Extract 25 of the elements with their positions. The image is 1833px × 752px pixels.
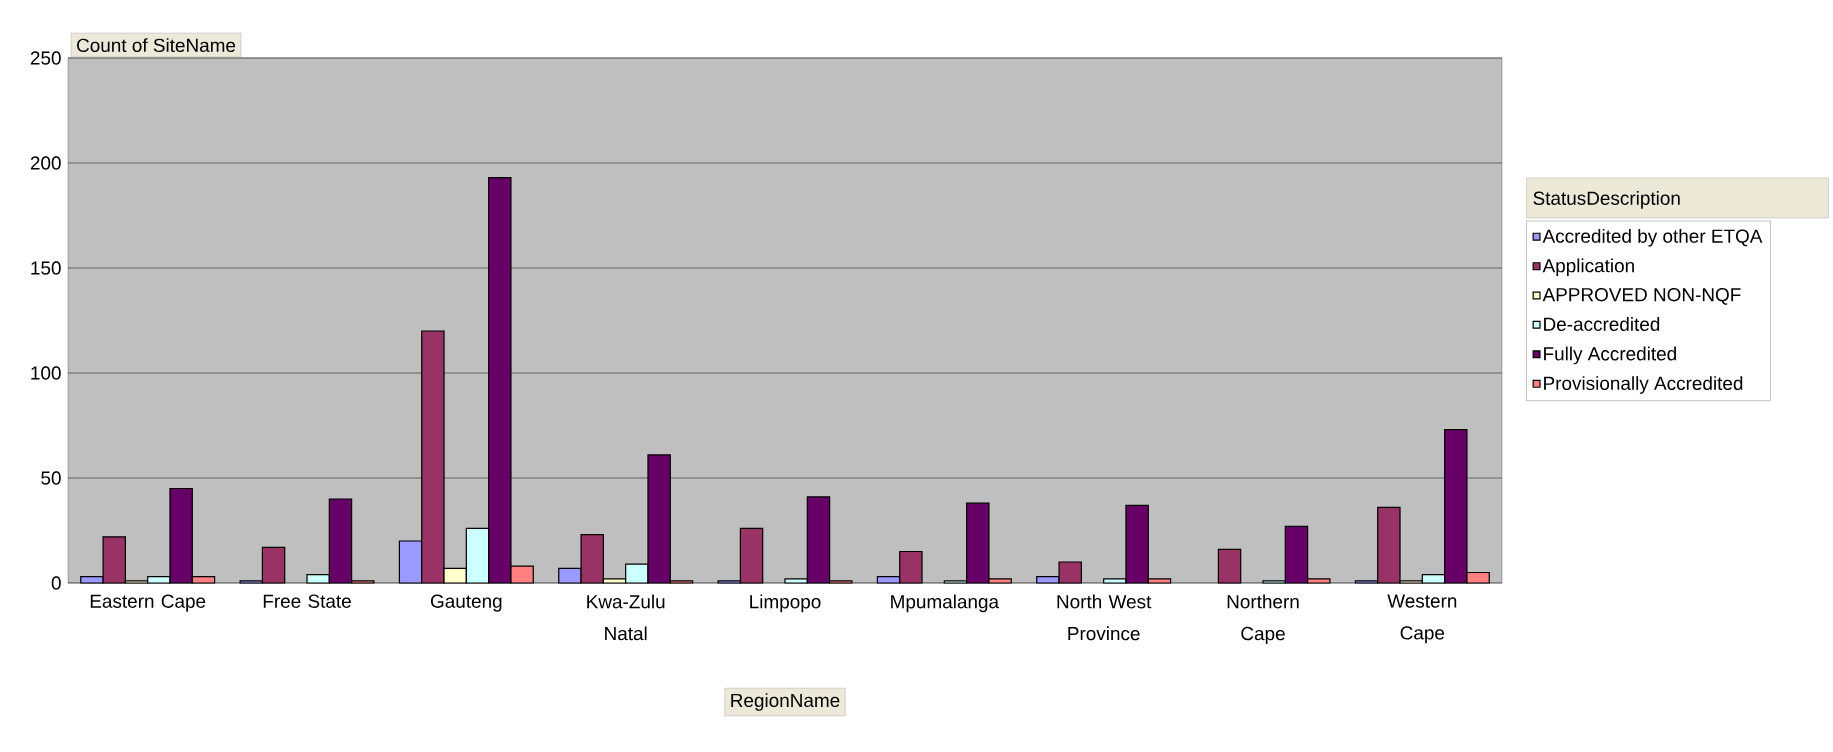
- x-tick-label: Limpopo: [750, 594, 821, 613]
- legend-label: De-accredited: [1544, 317, 1660, 331]
- x-tick-label: Gauteng: [430, 594, 502, 612]
- legend-label: Provisionally Accredited: [1544, 376, 1743, 394]
- x-tick-label: North West Province: [1057, 594, 1152, 641]
- legend-label: APPROVED NON-NQF: [1542, 288, 1741, 305]
- x-tick-label: Western Cape: [1387, 594, 1457, 644]
- y-tick-label: 200: [30, 156, 61, 170]
- x-tick-label: Northern Cape: [1227, 594, 1299, 645]
- x-tick-label: Kwa-Zulu Natal: [587, 594, 665, 641]
- y-tick-label: 150: [31, 261, 61, 275]
- legend-label: Accredited by other ETQA: [1542, 228, 1763, 247]
- y-tick-label: 50: [41, 471, 61, 485]
- chart-title: Count of SiteName: [77, 38, 236, 53]
- bar: [1217, 548, 1242, 584]
- x-tick-label: Free State: [263, 594, 351, 608]
- x-tick-label: Eastern Cape: [90, 594, 206, 612]
- legend-title: StatusDescription: [1533, 191, 1680, 209]
- y-tick-label: 0: [51, 576, 61, 590]
- y-tick-label: 250: [30, 51, 61, 65]
- legend-label: Application: [1542, 258, 1634, 277]
- x-axis-title: RegionName: [731, 693, 840, 711]
- legend-label: Fully Accredited: [1544, 346, 1676, 365]
- y-tick-label: 100: [31, 366, 61, 380]
- x-tick-label: Mpumalanga: [891, 594, 1000, 613]
